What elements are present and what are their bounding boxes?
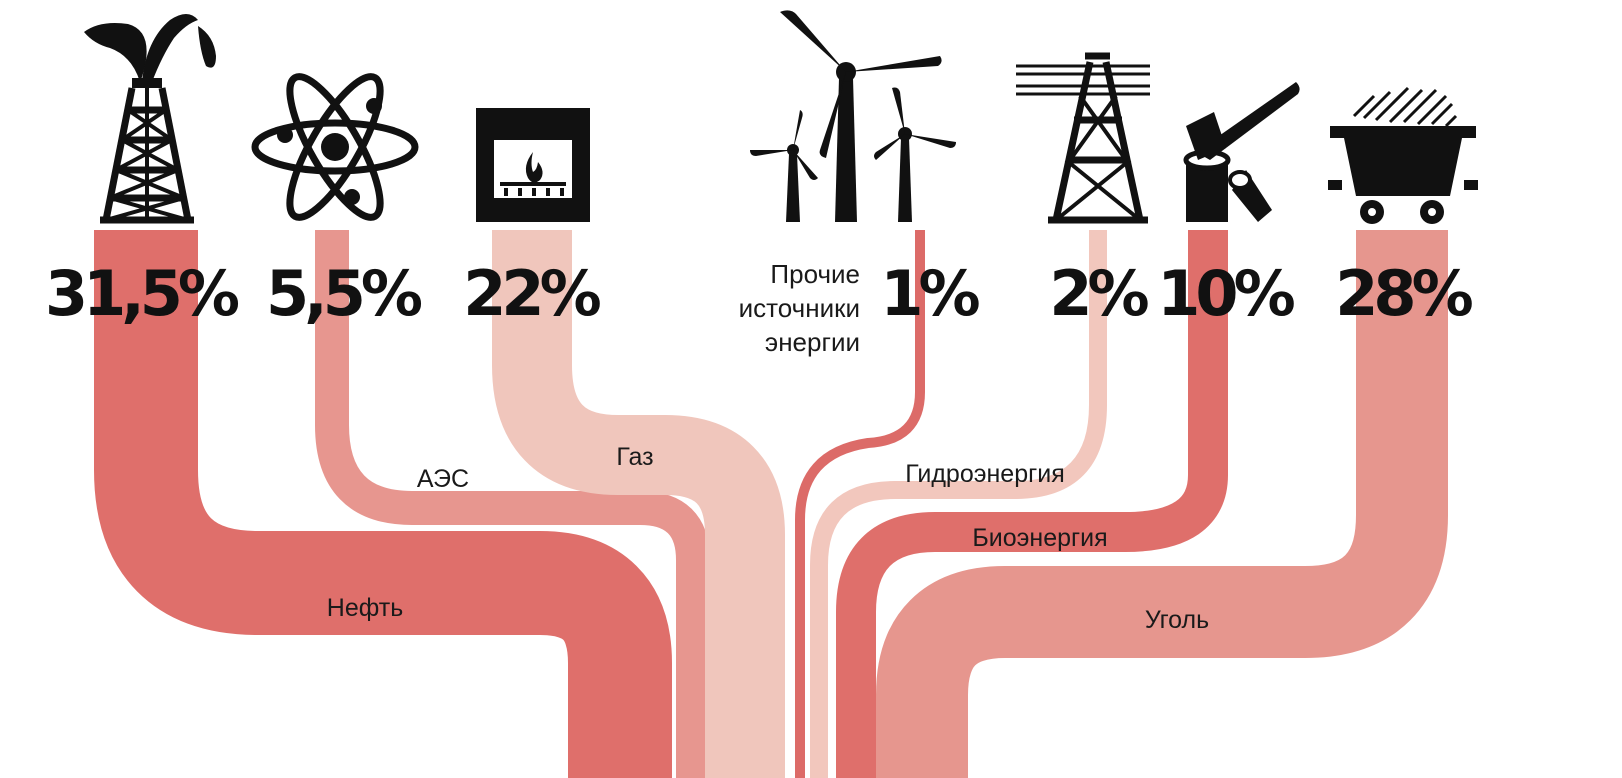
flow-band-hydro: [810, 230, 1107, 778]
flow-band-gas: [492, 230, 785, 778]
other-sources-line-3: энергии: [765, 327, 860, 357]
other-sources-line-2: источники: [739, 293, 860, 323]
flow-band-oil: [94, 230, 672, 778]
share-oil: 31,5%: [45, 257, 239, 330]
flow-band-coal: [876, 230, 1448, 778]
flow-band-other: [795, 230, 925, 778]
share-nuclear: 5,5%: [266, 257, 422, 330]
atom-icon: [251, 73, 419, 221]
other-sources-line-1: Прочие: [770, 259, 860, 289]
coal-minecart-icon: [1328, 86, 1478, 224]
flow-labels: Нефть АЭС Газ Гидроэнергия Биоэнергия Уг…: [327, 443, 1209, 634]
share-bio: 10%: [1157, 257, 1294, 330]
share-values: 31,5% 5,5% 22% 1% 2% 10% 28%: [45, 257, 1478, 330]
label-gas: Газ: [616, 443, 653, 471]
share-other: 1%: [880, 257, 979, 330]
share-hydro: 2%: [1049, 257, 1148, 330]
flow-band-nuclear: [315, 230, 710, 778]
power-pylon-icon: [1016, 52, 1150, 224]
wind-turbines-icon: [750, 10, 956, 222]
label-bio: Биоэнергия: [972, 524, 1107, 552]
flow-band-bio: [836, 230, 1228, 778]
axe-stump-icon: [1183, 82, 1300, 222]
label-oil: Нефть: [327, 594, 403, 622]
label-hydro: Гидроэнергия: [905, 460, 1065, 488]
label-coal: Уголь: [1145, 606, 1209, 634]
share-gas: 22%: [463, 257, 600, 330]
share-coal: 28%: [1335, 257, 1472, 330]
other-sources-label: Прочие источники энергии: [739, 259, 860, 357]
label-nuclear: АЭС: [417, 465, 469, 493]
oil-derrick-icon: [84, 14, 216, 224]
flow-bands: [94, 230, 1448, 778]
gas-furnace-icon: [476, 108, 590, 222]
